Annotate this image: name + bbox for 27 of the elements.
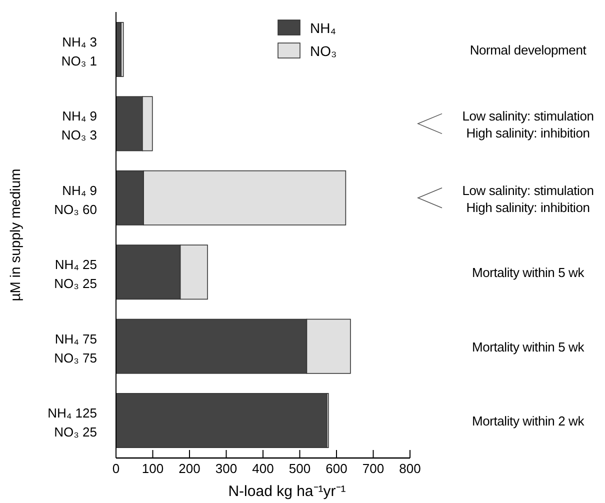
x-tick-label: 800: [399, 461, 421, 476]
text: Normal development: [470, 42, 587, 58]
x-tick-label: 500: [288, 461, 311, 476]
legend-label: NO₃: [310, 43, 337, 59]
x-tick-label: 100: [142, 461, 164, 476]
x-tick-label: 400: [252, 461, 274, 476]
text: Low salinity: stimulation High salinity: inhibition: [462, 108, 594, 141]
y-tick-label: NH₄ 9 NO₃ 60: [54, 182, 97, 217]
bar: [120, 22, 124, 77]
text: Mortality within 2 wk: [472, 414, 585, 429]
x-tick-label: 700: [362, 461, 384, 476]
text: Mortality within 5 wk: [472, 339, 585, 354]
x-tick-label: 300: [215, 461, 238, 476]
y-axis-title: µM in supply medium: [7, 168, 23, 302]
x-tick-label: 0: [112, 461, 120, 476]
bar: [116, 393, 328, 448]
y-tick-label: NH₄ 125 NO₃ 25: [48, 406, 97, 440]
y-tick-label: NH₄ 9 NO₃ 3: [61, 108, 97, 143]
y-tick-label: NH₄ 75 NO₃ 75: [54, 331, 97, 366]
legend-label: NH₄: [310, 20, 336, 36]
y-tick-label: NH₄ 25 NO₃ 25: [54, 257, 97, 292]
text: Mortality within 5 wk: [472, 265, 585, 280]
x-tick-label: 200: [178, 461, 200, 476]
x-tick-label: 600: [326, 461, 348, 476]
y-tick-label: NH₄ 3 NO₃ 1: [61, 34, 97, 68]
x-axis-title: N-load kg ha⁻¹yr⁻¹: [228, 483, 346, 500]
text: Low salinity: stimulation High salinity: inhibition: [462, 182, 594, 215]
